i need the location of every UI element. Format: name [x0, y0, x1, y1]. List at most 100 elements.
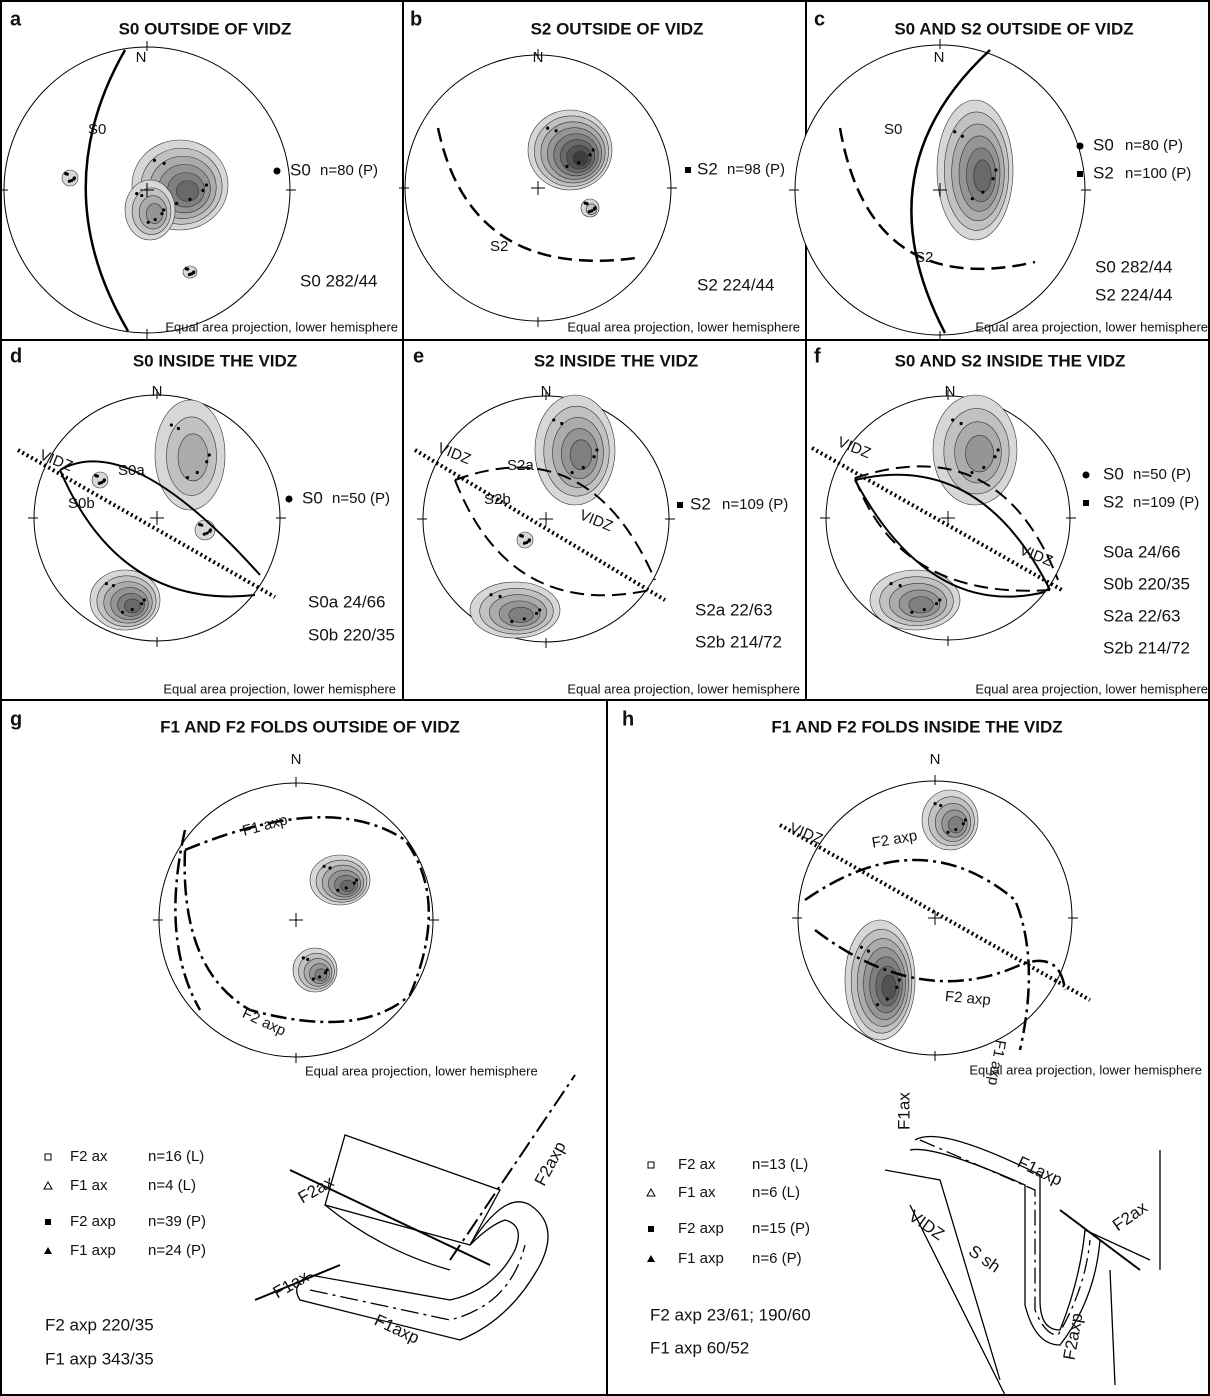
plane-label: S2	[490, 238, 508, 255]
pole	[560, 422, 563, 425]
north-label: N	[541, 383, 552, 400]
legend-name: S0	[302, 488, 323, 507]
pole	[959, 422, 962, 425]
legend-count: n=50 (P)	[1133, 466, 1191, 483]
pole	[867, 950, 870, 953]
density-contour	[570, 440, 592, 470]
orientation: S0 282/44	[300, 271, 378, 290]
density-contour	[573, 151, 588, 165]
pole	[140, 602, 143, 605]
pole	[971, 197, 974, 200]
pole	[208, 453, 211, 456]
pole	[938, 598, 941, 601]
pole	[527, 539, 530, 542]
projection-note: Equal area projection, lower hemisphere	[165, 319, 398, 334]
legend-count: n=109 (P)	[722, 496, 788, 513]
legend-count: n=4 (L)	[148, 1177, 196, 1194]
pole	[910, 611, 913, 614]
pole	[154, 218, 157, 221]
legend-marker	[647, 1255, 655, 1262]
pole	[964, 818, 967, 821]
pole	[554, 129, 557, 132]
sketch-label: F1axp	[371, 1310, 422, 1347]
pole	[200, 524, 203, 527]
plane-label: S0	[884, 121, 902, 138]
pole	[939, 804, 942, 807]
density-contour	[909, 597, 934, 613]
sketch-label: F1ax	[270, 1267, 313, 1303]
pole	[535, 612, 538, 615]
legend-marker	[677, 502, 683, 508]
sketch-label: S sh	[965, 1241, 1004, 1276]
panel-letter: c	[814, 8, 825, 30]
orientation: F2 axp 23/61; 190/60	[650, 1305, 811, 1324]
pole	[170, 423, 173, 426]
figure: a S0 OUTSIDE OF VIDZ N Equal area projectio…	[0, 0, 1210, 1396]
pole	[162, 208, 165, 211]
pole	[592, 148, 595, 151]
north-label: N	[136, 49, 147, 66]
pole	[899, 584, 902, 587]
pole	[324, 971, 327, 974]
pole	[582, 466, 585, 469]
legend-count: n=80 (P)	[1125, 137, 1183, 154]
legend-count: n=80 (P)	[320, 162, 378, 179]
pole	[981, 191, 984, 194]
pole	[993, 455, 996, 458]
panel-letter: a	[10, 8, 22, 30]
legend-count: n=15 (P)	[752, 1220, 810, 1237]
pole	[934, 802, 937, 805]
north-label: N	[152, 383, 163, 400]
legend-name: F2 axp	[678, 1220, 724, 1237]
legend-marker	[685, 167, 691, 173]
pole	[565, 165, 568, 168]
pole	[201, 189, 204, 192]
orientation: S2a 22/63	[695, 600, 773, 619]
legend-name: S2	[1103, 492, 1124, 511]
legend-count: n=109 (P)	[1133, 494, 1199, 511]
orientation: F1 axp 60/52	[650, 1338, 749, 1357]
pole	[992, 177, 995, 180]
pole	[994, 168, 997, 171]
pole	[205, 532, 208, 535]
pole	[336, 889, 339, 892]
pole	[72, 177, 75, 180]
north-label: N	[291, 751, 302, 768]
pole	[898, 978, 901, 981]
pole	[328, 866, 331, 869]
pole	[121, 611, 124, 614]
orientation: S2 224/44	[697, 275, 775, 294]
pole	[895, 986, 898, 989]
legend-count: n=100 (P)	[1125, 165, 1191, 182]
panel-title: S0 AND S2 OUTSIDE OF VIDZ	[894, 19, 1133, 38]
pole	[147, 221, 150, 224]
pole	[588, 153, 591, 156]
orientation: S0b 220/35	[308, 625, 395, 644]
panel-title: S0 AND S2 INSIDE THE VIDZ	[895, 351, 1126, 370]
pole	[345, 886, 348, 889]
pole	[982, 466, 985, 469]
pole	[318, 975, 321, 978]
panel-title: F1 AND F2 FOLDS OUTSIDE OF VIDZ	[160, 717, 460, 736]
legend-marker	[648, 1226, 654, 1232]
pole	[595, 448, 598, 451]
legend-name: F1 axp	[70, 1242, 116, 1259]
pole	[105, 582, 108, 585]
pole	[593, 208, 596, 211]
orientation: S0 282/44	[1095, 257, 1173, 276]
legend-count: n=6 (P)	[752, 1250, 802, 1267]
panel-title: S0 OUTSIDE OF VIDZ	[119, 19, 292, 38]
pole	[96, 475, 99, 478]
pole	[577, 161, 580, 164]
legend-name: S2	[697, 159, 718, 178]
orientation: S2a 22/63	[1103, 606, 1181, 625]
legend-name: F2 ax	[678, 1156, 716, 1173]
pole	[326, 968, 329, 971]
panel-letter: f	[814, 345, 821, 367]
pole	[205, 460, 208, 463]
pole	[489, 593, 492, 596]
pole	[153, 159, 156, 162]
projection-note: Equal area projection, lower hemisphere	[163, 681, 396, 696]
pole	[186, 476, 189, 479]
panel-letter: d	[10, 345, 22, 367]
